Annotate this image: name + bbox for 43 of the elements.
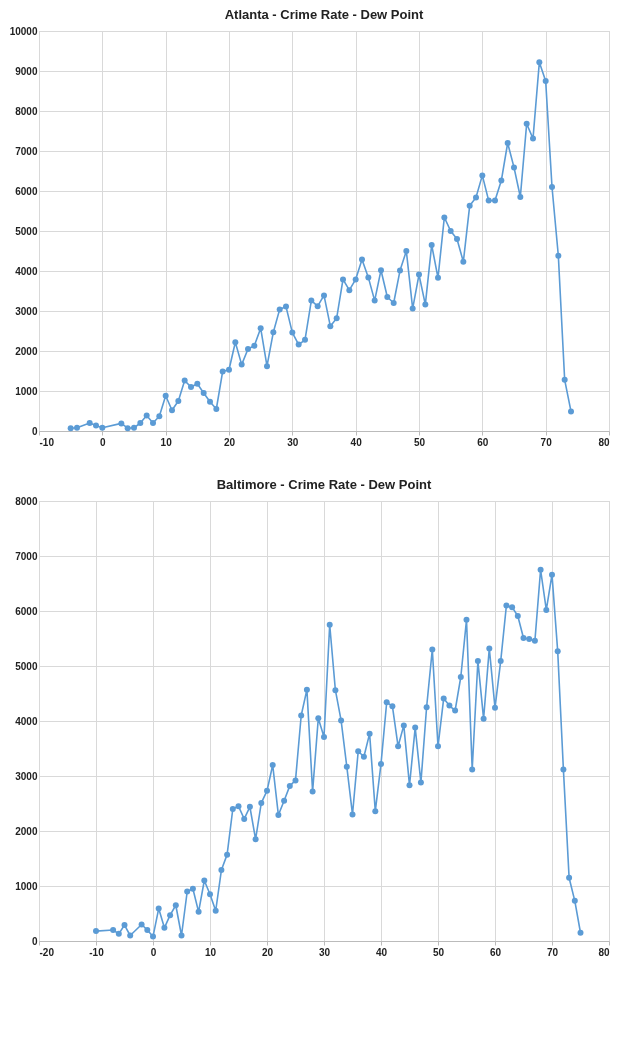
- y-tick-label: 8000: [15, 495, 38, 507]
- y-tick-label: 3000: [15, 770, 38, 782]
- y-tick-label: 1000: [15, 880, 38, 892]
- x-tick-label: 70: [540, 436, 553, 448]
- x-tick-label: 0: [150, 946, 157, 958]
- y-tick-label: 7000: [15, 145, 38, 157]
- y-tick-label: 5000: [15, 225, 38, 237]
- x-tick-label: 60: [477, 436, 489, 448]
- chart-title: Baltimore - Crime Rate - Dew Point: [216, 477, 432, 492]
- y-tick-label: 6000: [15, 605, 38, 617]
- x-tick-label: 40: [350, 436, 363, 448]
- y-tick-label: 2000: [15, 825, 38, 837]
- y-tick-label: 0: [31, 935, 38, 947]
- y-tick-label: 0: [31, 425, 38, 437]
- x-tick-label: 10: [160, 436, 173, 448]
- y-tick-label: 8000: [15, 105, 38, 117]
- chart-title: Atlanta - Crime Rate - Dew Point: [224, 7, 424, 22]
- y-tick-label: 4000: [15, 715, 38, 727]
- y-tick-label: 7000: [15, 550, 38, 562]
- x-tick-label: 50: [432, 946, 445, 958]
- x-tick-label: 20: [223, 436, 236, 448]
- x-tick-label: 30: [318, 946, 331, 958]
- x-tick-label: 10: [204, 946, 217, 958]
- x-tick-label: 50: [413, 436, 426, 448]
- y-tick-label: 2000: [15, 345, 38, 357]
- y-tick-label: 4000: [15, 265, 38, 277]
- x-tick-label: -20: [39, 946, 55, 958]
- y-tick-label: 6000: [15, 185, 38, 197]
- y-tick-label: 9000: [15, 65, 38, 77]
- x-tick-label: 20: [261, 946, 274, 958]
- y-tick-label: 10000: [9, 25, 38, 37]
- x-tick-label: 60: [489, 946, 502, 958]
- x-tick-label: 40: [375, 946, 388, 958]
- x-tick-label: -10: [39, 436, 55, 448]
- x-tick-label: 70: [546, 946, 559, 958]
- x-tick-label: 0: [100, 436, 107, 448]
- x-tick-label: 80: [598, 946, 610, 958]
- y-tick-label: 5000: [15, 660, 38, 672]
- x-tick-label: -10: [89, 946, 105, 958]
- y-tick-label: 1000: [15, 385, 38, 397]
- y-tick-label: 3000: [15, 305, 38, 317]
- x-tick-label: 80: [598, 436, 610, 448]
- x-tick-label: 30: [287, 436, 299, 448]
